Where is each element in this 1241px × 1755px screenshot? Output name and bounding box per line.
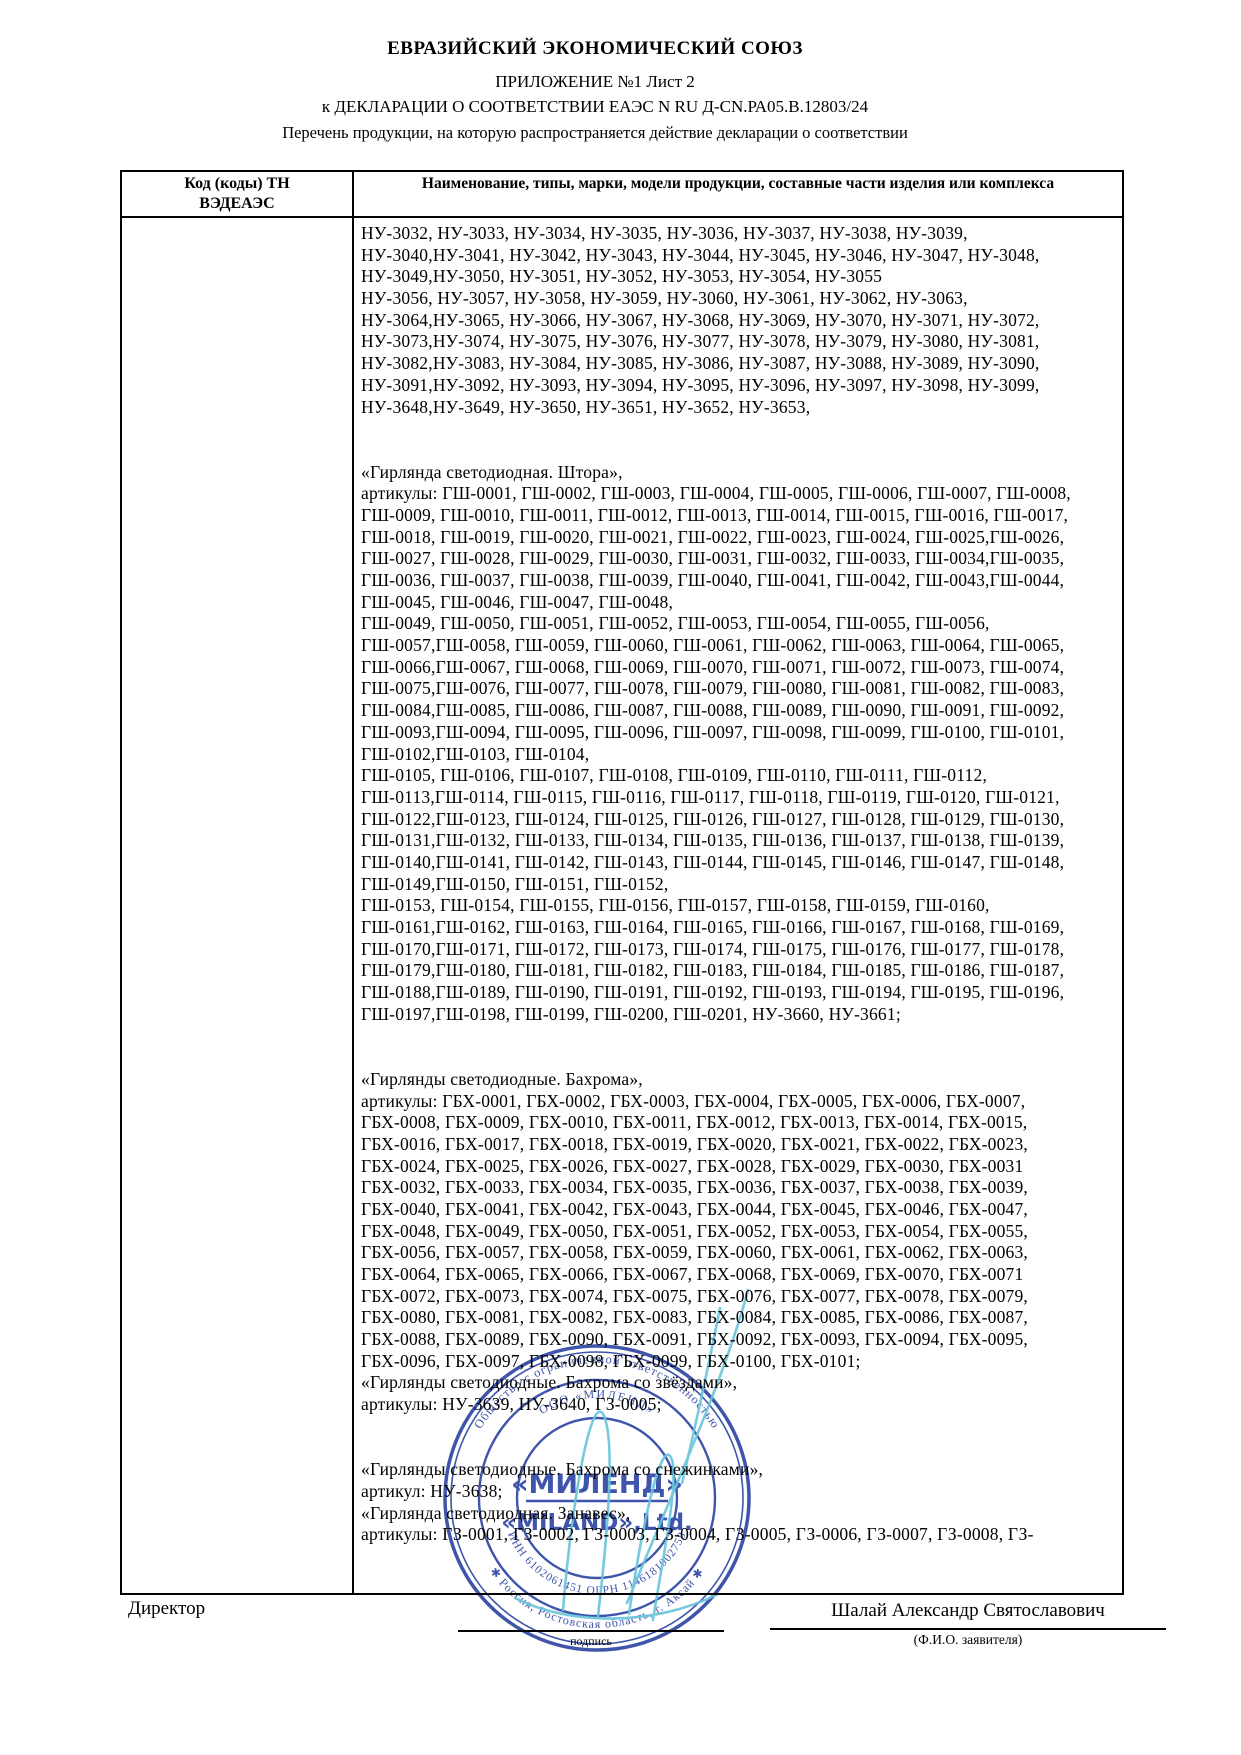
column-header-code: Код (коды) ТН ВЭДЕАЭС	[122, 172, 354, 216]
declaration-number-line: к ДЕКЛАРАЦИИ О СООТВЕТСТВИИ ЕАЭС N RU Д-…	[321, 97, 869, 116]
signature-block: подпись	[458, 1630, 724, 1649]
product-line: ГБХ-0056, ГБХ-0057, ГБХ-0058, ГБХ-0059, …	[361, 1242, 1028, 1263]
product-line: «Гирлянды светодиодные. Бахрома со звёзд…	[361, 1372, 738, 1393]
product-line: ГШ-0140,ГШ-0141, ГШ-0142, ГШ-0143, ГШ-01…	[361, 851, 1065, 872]
product-line: НУ-3064,НУ-3065, НУ-3066, НУ-3067, НУ-30…	[361, 309, 1040, 330]
product-line: НУ-3648,НУ-3649, НУ-3650, НУ-3651, НУ-36…	[361, 396, 811, 417]
list-description-line: Перечень продукции, на которую распростр…	[282, 123, 908, 142]
product-line: ГШ-0102,ГШ-0103, ГШ-0104,	[361, 743, 590, 764]
table-header-row: Код (коды) ТН ВЭДЕАЭС Наименование, типы…	[122, 172, 1122, 218]
product-line	[361, 418, 1120, 440]
product-line: «Гирлянда светодиодная. Занавес»,	[361, 1502, 631, 1523]
product-line: ГБХ-0048, ГБХ-0049, ГБХ-0050, ГБХ-0051, …	[361, 1220, 1028, 1241]
product-line: ГБХ-0040, ГБХ-0041, ГБХ-0042, ГБХ-0043, …	[361, 1198, 1028, 1219]
product-line: ГШ-0188,ГШ-0189, ГШ-0190, ГШ-0191, ГШ-01…	[361, 982, 1065, 1003]
appendix-line: ПРИЛОЖЕНИЕ №1 Лист 2	[495, 72, 695, 91]
product-line: артикул: НУ-3638;	[361, 1480, 503, 1501]
product-line: ГБХ-0088, ГБХ-0089, ГБХ-0090, ГБХ-0091, …	[361, 1329, 1028, 1350]
product-line: ГШ-0170,ГШ-0171, ГШ-0172, ГШ-0173, ГШ-01…	[361, 938, 1065, 959]
column-header-name: Наименование, типы, марки, модели продук…	[421, 175, 1055, 192]
product-line: ГБХ-0096, ГБХ-0097, ГБХ-0098, ГБХ-0099, …	[361, 1350, 861, 1371]
product-line: «Гирлянда светодиодная. Штора»,	[361, 461, 623, 482]
product-line	[361, 1025, 1120, 1047]
product-line: ГШ-0045, ГШ-0046, ГШ-0047, ГШ-0048,	[361, 591, 674, 612]
product-line: ГШ-0049, ГШ-0050, ГШ-0051, ГШ-0052, ГШ-0…	[361, 613, 990, 634]
product-line: артикулы: ГБХ-0001, ГБХ-0002, ГБХ-0003, …	[361, 1090, 1026, 1111]
product-line: ГБХ-0032, ГБХ-0033, ГБХ-0034, ГБХ-0035, …	[361, 1177, 1028, 1198]
product-line: ГШ-0057,ГШ-0058, ГШ-0059, ГШ-0060, ГШ-00…	[361, 635, 1065, 656]
product-line: НУ-3040,НУ-3041, НУ-3042, НУ-3043, НУ-30…	[361, 244, 1040, 265]
product-line	[361, 1047, 1120, 1069]
product-line	[361, 1416, 1120, 1438]
product-line: ГШ-0093,ГШ-0094, ГШ-0095, ГШ-0096, ГШ-00…	[361, 721, 1065, 742]
product-line: ГБХ-0064, ГБХ-0065, ГБХ-0066, ГБХ-0067, …	[361, 1264, 1024, 1284]
code-cell	[122, 218, 354, 1593]
applicant-name-line	[770, 1628, 1166, 1630]
product-line: ГШ-0131,ГШ-0132, ГШ-0133, ГШ-0134, ГШ-01…	[361, 830, 1065, 851]
product-line: ГШ-0113,ГШ-0114, ГШ-0115, ГШ-0116, ГШ-01…	[361, 786, 1060, 807]
product-line	[361, 440, 1120, 462]
applicant-name: Шалай Александр Святославович	[831, 1600, 1105, 1621]
products-table: Код (коды) ТН ВЭДЕАЭС Наименование, типы…	[120, 170, 1124, 1595]
product-line: ГШ-0018, ГШ-0019, ГШ-0020, ГШ-0021, ГШ-0…	[361, 526, 1065, 547]
page-title: ЕВРАЗИЙСКИЙ ЭКОНОМИЧЕСКИЙ СОЮЗ	[387, 38, 803, 59]
product-line	[361, 1438, 1120, 1460]
product-line: артикулы: ГЗ-0001, ГЗ-0002, ГЗ-0003, ГЗ-…	[361, 1524, 1034, 1545]
product-line: ГШ-0075,ГШ-0076, ГШ-0077, ГШ-0078, ГШ-00…	[361, 678, 1065, 699]
signature-caption: подпись	[570, 1634, 612, 1648]
product-line: ГШ-0149,ГШ-0150, ГШ-0151, ГШ-0152,	[361, 873, 669, 894]
product-line: НУ-3091,НУ-3092, НУ-3093, НУ-3094, НУ-30…	[361, 374, 1040, 395]
product-line: артикулы: ГШ-0001, ГШ-0002, ГШ-0003, ГШ-…	[361, 483, 1071, 504]
product-line: НУ-3073,НУ-3074, НУ-3075, НУ-3076, НУ-30…	[361, 331, 1040, 352]
product-line: ГШ-0197,ГШ-0198, ГШ-0199, ГШ-0200, ГШ-02…	[361, 1003, 901, 1024]
product-line: ГБХ-0024, ГБХ-0025, ГБХ-0026, ГБХ-0027, …	[361, 1155, 1024, 1176]
product-line: НУ-3049,НУ-3050, НУ-3051, НУ-3052, НУ-30…	[361, 266, 883, 287]
applicant-name-block: Шалай Александр Святославович (Ф.И.О. за…	[770, 1600, 1166, 1648]
product-line: ГШ-0179,ГШ-0180, ГШ-0181, ГШ-0182, ГШ-01…	[361, 960, 1065, 981]
product-line: ГБХ-0080, ГБХ-0081, ГБХ-0082, ГБХ-0083, …	[361, 1307, 1028, 1328]
product-line: ГБХ-0072, ГБХ-0073, ГБХ-0074, ГБХ-0075, …	[361, 1285, 1028, 1306]
product-line: ГШ-0084,ГШ-0085, ГШ-0086, ГШ-0087, ГШ-00…	[361, 700, 1065, 721]
product-line: ГШ-0009, ГШ-0010, ГШ-0011, ГШ-0012, ГШ-0…	[361, 504, 1069, 525]
product-line: ГШ-0105, ГШ-0106, ГШ-0107, ГШ-0108, ГШ-0…	[361, 765, 988, 786]
product-line: ГШ-0066,ГШ-0067, ГШ-0068, ГШ-0069, ГШ-00…	[361, 656, 1065, 677]
signature-line	[458, 1630, 724, 1632]
product-line: НУ-3082,НУ-3083, НУ-3084, НУ-3085, НУ-30…	[361, 353, 1040, 374]
product-line: артикулы: НУ-3639, НУ-3640, ГЗ-0005;	[361, 1394, 662, 1415]
table-body-row: НУ-3032, НУ-3033, НУ-3034, НУ-3035, НУ-3…	[122, 218, 1122, 1593]
signer-role-label: Директор	[128, 1598, 206, 1619]
column-header-code-line2: ВЭДЕАЭС	[199, 195, 275, 212]
product-line: «Гирлянды светодиодные. Бахрома со снежи…	[361, 1459, 764, 1480]
column-header-code-line1: Код (коды) ТН	[184, 175, 290, 192]
product-line: ГШ-0036, ГШ-0037, ГШ-0038, ГШ-0039, ГШ-0…	[361, 570, 1065, 590]
applicant-name-caption: (Ф.И.О. заявителя)	[913, 1632, 1023, 1647]
product-line: ГШ-0122,ГШ-0123, ГШ-0124, ГШ-0125, ГШ-01…	[361, 808, 1065, 829]
product-line: ГБХ-0008, ГБХ-0009, ГБХ-0010, ГБХ-0011, …	[361, 1112, 1028, 1133]
product-line: «Гирлянды светодиодные. Бахрома»,	[361, 1068, 643, 1089]
product-line: ГШ-0027, ГШ-0028, ГШ-0029, ГШ-0030, ГШ-0…	[361, 548, 1065, 569]
product-line: ГШ-0153, ГШ-0154, ГШ-0155, ГШ-0156, ГШ-0…	[361, 895, 990, 916]
products-cell: НУ-3032, НУ-3033, НУ-3034, НУ-3035, НУ-3…	[354, 218, 1122, 1593]
product-line: НУ-3056, НУ-3057, НУ-3058, НУ-3059, НУ-3…	[361, 288, 968, 309]
product-line: НУ-3032, НУ-3033, НУ-3034, НУ-3035, НУ-3…	[361, 223, 968, 243]
product-line: ГБХ-0016, ГБХ-0017, ГБХ-0018, ГБХ-0019, …	[361, 1133, 1028, 1154]
product-line: ГШ-0161,ГШ-0162, ГШ-0163, ГШ-0164, ГШ-01…	[361, 917, 1065, 937]
